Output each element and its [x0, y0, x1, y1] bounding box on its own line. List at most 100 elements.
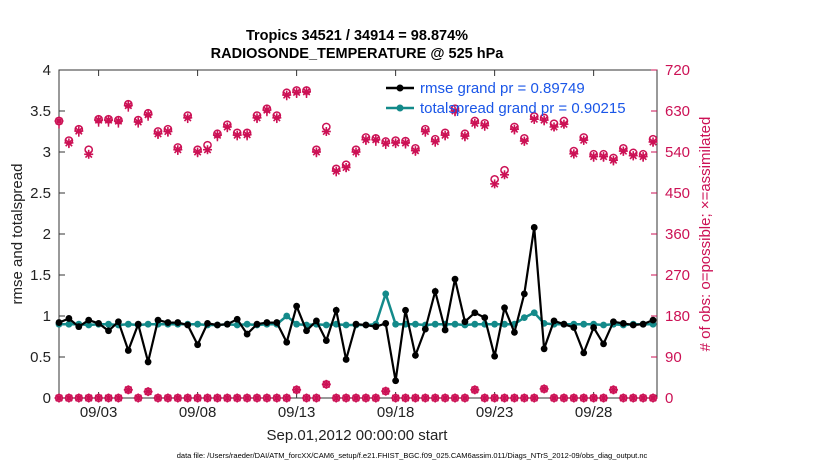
obs-star-center	[255, 396, 260, 400]
obs-star-center	[532, 396, 537, 400]
obs-zero-star	[470, 385, 480, 395]
obs-star-center	[581, 138, 586, 143]
obs-star-center	[255, 115, 260, 120]
obs-zero-star	[311, 393, 321, 403]
obs-star-center	[294, 90, 299, 95]
obs-zero-star	[401, 393, 411, 403]
spread-point	[65, 320, 73, 328]
obs-assimilated-point	[569, 149, 579, 159]
obs-assimilated-point	[262, 105, 272, 115]
rmse-point	[293, 302, 301, 310]
obs-zero-star	[242, 393, 252, 403]
rmse-point	[481, 314, 489, 322]
rmse-point	[65, 315, 73, 322]
obs-star-center	[66, 140, 71, 145]
obs-zero-star	[391, 393, 401, 403]
obs-zero-star	[589, 393, 599, 403]
obs-star-center	[215, 133, 220, 138]
y-tick-label-right: 270	[665, 267, 690, 284]
y-axis-label-right: # of obs: o=possible; ×=assimilated	[697, 117, 714, 352]
rmse-point	[273, 319, 281, 326]
rmse-point	[570, 324, 578, 331]
obs-assimilated-point	[509, 124, 519, 134]
rmse-point	[194, 341, 202, 349]
spread-point	[471, 320, 479, 328]
obs-star-center	[552, 396, 557, 400]
rmse-point	[392, 377, 400, 385]
obs-assimilated-point	[292, 87, 302, 97]
obs-assimilated-point	[113, 116, 123, 126]
obs-star-center	[641, 396, 646, 400]
obs-star-center	[354, 150, 359, 154]
rmse-point	[639, 320, 647, 328]
obs-star-center	[195, 150, 200, 154]
obs-star-center	[225, 396, 230, 400]
rmse-point	[115, 318, 122, 326]
obs-zero-star	[74, 393, 84, 403]
rmse-point	[441, 326, 449, 334]
obs-star-center	[363, 396, 368, 400]
obs-zero-star	[262, 393, 272, 403]
obs-assimilated-point	[143, 110, 153, 120]
y-tick-label-left: 2	[43, 226, 51, 243]
obs-zero-star	[569, 393, 579, 403]
spread-point	[451, 320, 459, 328]
obs-star-center	[413, 396, 418, 400]
rmse-point	[154, 316, 162, 324]
obs-zero-star	[559, 393, 569, 403]
obs-star-center	[383, 389, 388, 394]
obs-star-center	[383, 141, 388, 146]
obs-zero-star	[64, 393, 74, 403]
obs-star-center	[116, 396, 121, 400]
obs-star-center	[66, 396, 71, 400]
rmse-point	[124, 347, 132, 354]
y-tick-label-left: 1.5	[30, 267, 51, 284]
obs-zero-star	[599, 393, 609, 403]
spread-point	[293, 320, 301, 328]
obs-star-center	[57, 396, 61, 400]
obs-star-center	[552, 124, 557, 129]
rmse-point	[283, 338, 291, 346]
obs-star-center	[76, 129, 81, 134]
obs-star-center	[344, 396, 349, 400]
rmse-point	[649, 316, 657, 324]
rmse-point	[223, 320, 231, 328]
obs-star-center	[334, 169, 339, 174]
obs-zero-star	[351, 393, 361, 403]
obs-star-center	[571, 151, 576, 156]
obs-star-center	[631, 153, 636, 158]
rmse-point	[372, 323, 380, 331]
plot-area: 0 0.5 1 1.5 2 2.5 3 3.5 4 0 90 180 270 360 450 540 630 72…	[30, 62, 690, 421]
y-tick-label-right: 450	[665, 185, 690, 202]
obs-zero-star	[500, 393, 510, 403]
rmse-point	[501, 304, 508, 312]
obs-star-center	[492, 181, 497, 186]
rmse-point	[174, 319, 182, 326]
y-tick-label-right: 720	[665, 62, 690, 79]
obs-star-center	[146, 389, 151, 394]
obs-assimilated-point	[242, 130, 252, 140]
obs-star-center	[423, 396, 428, 400]
rmse-point	[491, 352, 499, 360]
rmse-point	[303, 327, 310, 335]
obs-zero-star	[440, 393, 450, 403]
obs-assimilated-point	[490, 179, 500, 189]
obs-star-center	[393, 396, 398, 400]
obs-zero-star	[371, 393, 381, 403]
obs-star-center	[245, 132, 250, 137]
obs-zero-star	[638, 393, 648, 403]
chart-title-line1: Tropics 34521 / 34914 = 98.874%	[246, 28, 468, 44]
obs-star-center	[126, 103, 131, 108]
obs-zero-star	[212, 393, 222, 403]
rmse-point	[431, 288, 439, 295]
obs-assimilated-point	[173, 145, 183, 155]
obs-star-center	[591, 154, 596, 159]
obs-star-center	[373, 396, 378, 400]
obs-star-center	[472, 387, 477, 392]
legend-rmse-text: rmse grand pr = 0.89749	[420, 80, 585, 97]
obs-star-center	[225, 124, 230, 129]
obs-assimilated-point	[410, 146, 420, 156]
spread-line	[59, 289, 653, 327]
spread-point	[392, 320, 400, 328]
obs-star-center	[304, 396, 309, 400]
